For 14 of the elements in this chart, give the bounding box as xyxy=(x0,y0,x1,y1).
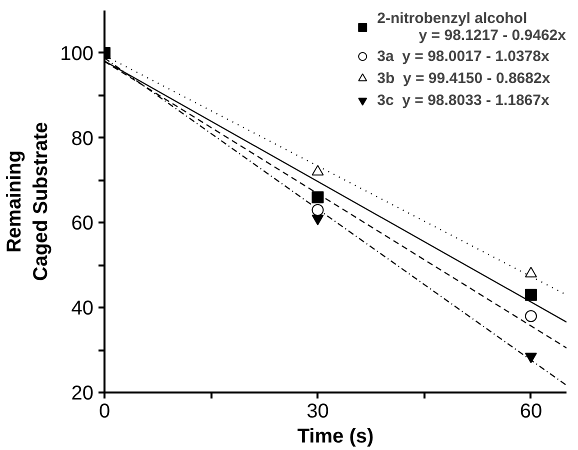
x-tick-label: 30 xyxy=(306,400,329,422)
x-tick-label: 60 xyxy=(520,400,542,422)
legend-label: 3b y = 99.4150 - 0.8682x xyxy=(377,70,550,86)
y-tick-label: 80 xyxy=(71,128,94,150)
x-axis-title: Time (s) xyxy=(297,426,374,448)
x-tick-label: 0 xyxy=(98,400,110,422)
y-tick-label: 20 xyxy=(71,382,94,404)
y-tick-label: 60 xyxy=(71,212,94,235)
legend-label: 3a y = 98.0017 - 1.0378x xyxy=(377,48,550,64)
legend-label: 2-nitrobenzyl alcohol y = 98.1217 - 0.9462x xyxy=(377,10,566,44)
y-tick-label: 40 xyxy=(71,298,94,320)
legend-label: 3c y = 98.8033 - 1.1867x xyxy=(377,92,550,108)
y-tick-label: 100 xyxy=(60,42,94,65)
y-axis-title: Remaining Caged Substrate xyxy=(4,122,52,281)
